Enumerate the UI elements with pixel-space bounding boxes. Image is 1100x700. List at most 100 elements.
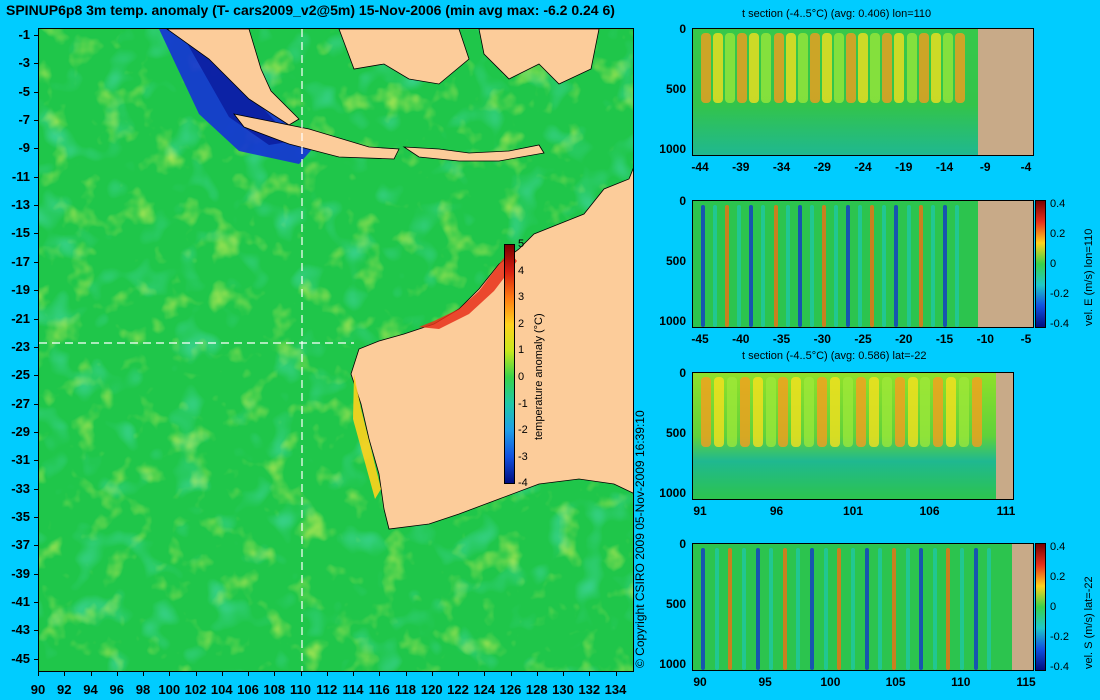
panel-x-tick: -39 (732, 160, 750, 174)
land-sumatra (166, 29, 300, 126)
lon-tick-label: 96 (109, 682, 124, 697)
panel-y-tick: 1000 (659, 657, 686, 671)
land-australia (350, 167, 633, 530)
lat-tick-label: -23 (11, 338, 30, 354)
lat-tick-mark (34, 63, 38, 65)
lat-tick-mark (34, 205, 38, 207)
colorbar-tick-label: 1 (518, 344, 525, 357)
section-feature (843, 377, 853, 448)
lat-tick-mark (34, 120, 38, 122)
section-feature (728, 548, 733, 670)
panel-x-tick: -14 (935, 160, 954, 174)
section-feature (946, 548, 951, 670)
lat-tick-label: -7 (18, 112, 30, 128)
section-feature (761, 33, 772, 104)
section-feature (894, 377, 905, 448)
section-feature (882, 205, 887, 327)
section-feature (907, 377, 918, 448)
lon-tick-label: 104 (210, 682, 233, 697)
section-feature (894, 33, 905, 104)
section-feature (804, 377, 815, 448)
lon-tick-mark (379, 672, 381, 676)
temperature-colorbar (504, 244, 515, 484)
panel-y-tick: 500 (665, 426, 686, 440)
panel-x-tick: -29 (813, 160, 831, 174)
section-feature (714, 548, 719, 670)
section-panel (692, 200, 1034, 328)
lon-tick-mark (563, 672, 564, 676)
section-feature (796, 548, 801, 670)
section-feature (713, 33, 724, 104)
lon-tick-mark (405, 672, 407, 676)
lat-tick-mark (34, 91, 38, 93)
section-feature (919, 548, 924, 670)
section-panel (692, 543, 1034, 671)
lon-tick-mark (38, 672, 39, 676)
section-feature (749, 33, 760, 104)
panel-colorbar-tick: -0.2 (1050, 631, 1069, 643)
panel-title: t section (-4..5°C) (avg: 0.406) lon=110 (742, 8, 932, 20)
lat-tick-label: -21 (11, 310, 30, 326)
lat-tick-mark (34, 630, 38, 632)
lon-tick-label: 128 (525, 682, 548, 697)
section-feature (701, 548, 705, 670)
lat-tick-mark (34, 290, 38, 292)
section-feature (870, 205, 875, 327)
panel-colorbar-tick: -0.4 (1050, 318, 1069, 330)
panel-title: t section (-4..5°C) (avg: 0.586) lat=-22 (742, 350, 927, 362)
section-feature (785, 205, 790, 327)
panel-colorbar (1035, 543, 1046, 671)
lon-tick-mark (116, 672, 118, 676)
section-feature (858, 33, 869, 104)
panel-x-tick: -4 (1020, 160, 1032, 174)
lon-tick-mark (458, 672, 459, 676)
panel-y-tick: 0 (679, 194, 686, 208)
panel-colorbar-tick: -0.2 (1050, 288, 1069, 300)
colorbar-tick-label: -1 (518, 397, 528, 410)
panel-x-tick: 105 (885, 675, 906, 689)
section-feature (810, 548, 815, 670)
section-panel (692, 28, 1034, 156)
figure-title: SPINUP6p8 3m temp. anomaly (T- cars2009_… (6, 2, 615, 18)
panel-colorbar-tick: 0.4 (1050, 541, 1066, 553)
section-feature (851, 548, 855, 670)
section-feature (882, 33, 893, 104)
panel-x-tick: -45 (691, 332, 709, 346)
lon-tick-label: 112 (316, 682, 338, 697)
section-feature (713, 377, 724, 448)
lon-tick-mark (615, 672, 617, 676)
panel-colorbar-tick: 0 (1050, 258, 1057, 270)
section-feature (821, 205, 826, 327)
panel-x-tick: -25 (854, 332, 872, 346)
panel-colorbar-label: vel. E (m/s) lon=110 (1083, 228, 1095, 326)
lat-tick-mark (34, 516, 38, 518)
section-feature (930, 205, 935, 327)
lon-tick-label: 102 (184, 682, 207, 697)
panel-y-tick: 500 (665, 254, 686, 268)
section-feature (713, 205, 718, 327)
panel-y-tick: 500 (665, 597, 686, 611)
section-feature (905, 548, 910, 670)
lon-tick-mark (589, 672, 591, 676)
lat-tick-label: -11 (11, 168, 30, 184)
section-feature (946, 377, 957, 448)
section-feature (918, 33, 929, 104)
section-panel (692, 372, 1014, 500)
colorbar-tick-label: 3 (518, 291, 525, 304)
lat-tick-mark (34, 318, 38, 320)
section-feature (846, 33, 857, 104)
lat-tick-label: -9 (18, 140, 30, 156)
lat-tick-mark (34, 431, 38, 433)
lon-tick-mark (510, 672, 512, 676)
panel-y-tick: 0 (679, 22, 686, 36)
panel-x-tick: -40 (732, 332, 750, 346)
lon-tick-mark (143, 672, 144, 676)
panel-x-tick: 106 (919, 504, 940, 518)
land-java (233, 113, 400, 160)
panel-x-tick: -19 (895, 160, 913, 174)
panel-x-tick: 90 (693, 675, 707, 689)
panel-x-tick: -44 (691, 160, 709, 174)
section-feature (797, 205, 802, 327)
lon-tick-mark (274, 672, 276, 676)
panel-y-tick: 0 (679, 537, 686, 551)
